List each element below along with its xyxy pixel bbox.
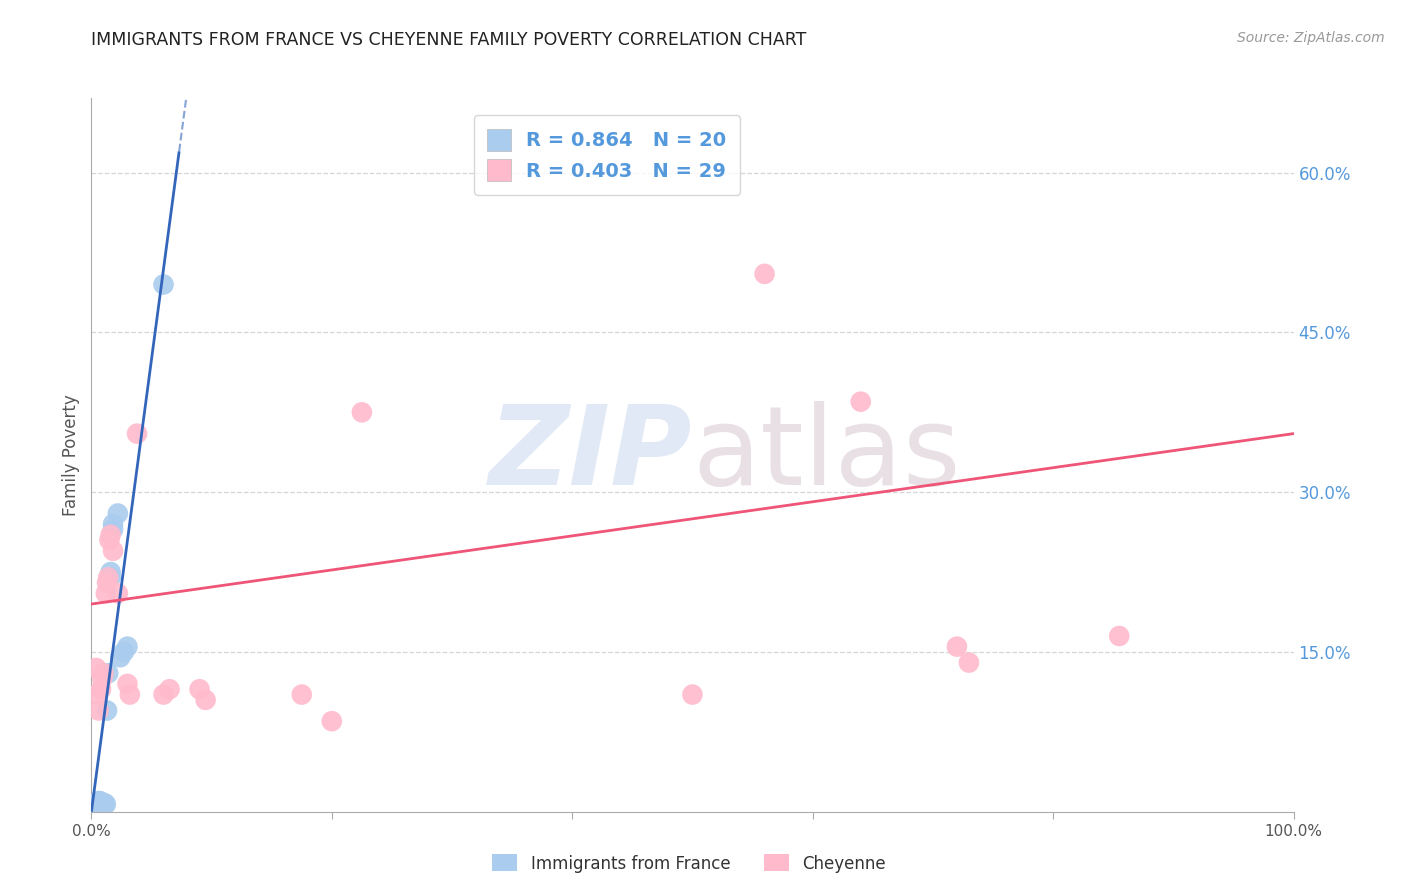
Point (97, 570, 120, 584)
Point (849, 394, 872, 409)
Point (118, 688, 141, 702)
Point (91, 797, 114, 812)
Point (84, 799, 107, 814)
Point (946, 640, 969, 654)
Point (681, 688, 703, 702)
Point (86, 688, 108, 702)
Point (96, 575, 118, 590)
Point (100, 528, 122, 542)
Point (93, 666, 115, 681)
Legend: R = 0.864   N = 20, R = 0.403   N = 29: R = 0.864 N = 20, R = 0.403 N = 29 (474, 115, 740, 194)
Point (101, 517, 124, 532)
Point (98, 533, 121, 548)
Point (117, 677, 139, 691)
Point (112, 645, 135, 659)
Point (107, 507, 129, 521)
Point (125, 426, 148, 441)
Point (1108, 629, 1130, 643)
Point (97, 666, 120, 681)
Point (957, 656, 980, 670)
Point (84, 661, 107, 675)
Text: IMMIGRANTS FROM FRANCE VS CHEYENNE FAMILY POVERTY CORRELATION CHART: IMMIGRANTS FROM FRANCE VS CHEYENNE FAMIL… (91, 31, 807, 49)
Point (194, 693, 217, 707)
Text: Source: ZipAtlas.com: Source: ZipAtlas.com (1237, 31, 1385, 45)
Point (90, 795, 112, 809)
Point (87, 704, 110, 718)
Y-axis label: Family Poverty: Family Poverty (62, 394, 80, 516)
Point (117, 640, 139, 654)
Point (350, 405, 373, 419)
Point (94, 586, 117, 600)
Point (91, 672, 114, 686)
Point (159, 682, 181, 697)
Point (101, 543, 124, 558)
Point (90, 682, 112, 697)
Point (152, 277, 174, 292)
Point (321, 714, 343, 729)
Point (93, 798, 115, 813)
Point (94, 797, 117, 812)
Point (291, 688, 314, 702)
Point (100, 565, 122, 579)
Point (107, 586, 129, 600)
Point (100, 570, 122, 584)
Text: ZIP: ZIP (489, 401, 692, 508)
Point (96, 704, 118, 718)
Point (87, 794, 110, 808)
Point (754, 267, 776, 281)
Legend: Immigrants from France, Cheyenne: Immigrants from France, Cheyenne (485, 847, 893, 880)
Point (188, 682, 211, 697)
Point (89, 794, 111, 808)
Point (152, 688, 174, 702)
Point (101, 523, 124, 537)
Point (86, 796, 108, 810)
Point (110, 650, 132, 665)
Point (93, 796, 115, 810)
Text: atlas: atlas (692, 401, 960, 508)
